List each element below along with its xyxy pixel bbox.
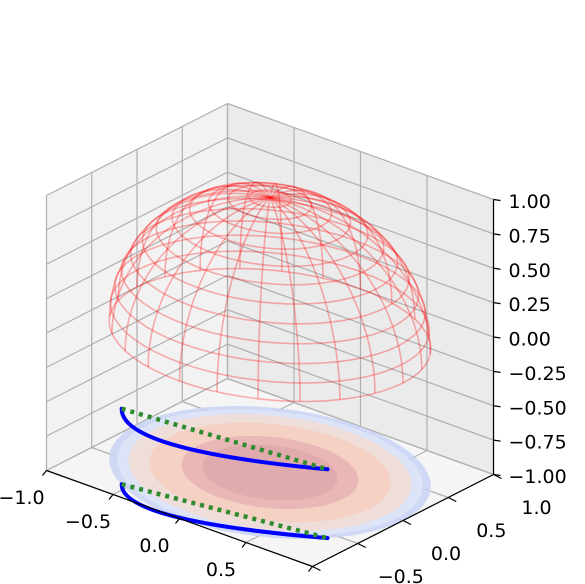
grid-line bbox=[46, 171, 228, 265]
wire-parallel bbox=[109, 250, 431, 384]
y-tick bbox=[312, 565, 321, 572]
wire-meridian bbox=[147, 196, 271, 368]
wire-parallel bbox=[207, 181, 333, 235]
wire-meridian bbox=[111, 196, 271, 334]
wire-meridian bbox=[136, 188, 271, 288]
grid-line bbox=[227, 274, 494, 372]
y-tick-label: −0.5 bbox=[378, 566, 424, 584]
wire-meridian bbox=[269, 192, 393, 304]
wire-meridian bbox=[269, 182, 283, 272]
wire-parallel bbox=[227, 184, 313, 221]
wire-meridian bbox=[117, 192, 271, 301]
wire-meridian bbox=[257, 197, 271, 399]
wire-meridian bbox=[269, 185, 324, 279]
wire-parallel bbox=[155, 189, 385, 286]
wire-meridian bbox=[269, 196, 423, 370]
x-tick-label: 0.5 bbox=[206, 559, 236, 581]
grid-line bbox=[227, 102, 494, 201]
y-tick-label: 0.0 bbox=[431, 543, 461, 565]
wire-meridian bbox=[108, 195, 271, 317]
wire-parallel bbox=[188, 181, 352, 250]
wire-meridian bbox=[239, 181, 271, 269]
wire-parallel bbox=[108, 267, 432, 403]
grid-line bbox=[46, 102, 228, 197]
grid-line bbox=[227, 137, 494, 235]
x-tick-label: −0.5 bbox=[65, 511, 111, 533]
wire-parallel bbox=[141, 197, 399, 305]
wire-parallel bbox=[171, 184, 369, 268]
z-tick bbox=[493, 370, 501, 373]
wire-meridian bbox=[269, 189, 362, 290]
x-tick bbox=[241, 542, 247, 548]
z-tick bbox=[493, 405, 501, 408]
z-tick bbox=[493, 267, 501, 270]
sphere-lines bbox=[119, 406, 330, 472]
grid-line bbox=[46, 206, 228, 300]
blue-arc bbox=[119, 406, 330, 472]
grid-line bbox=[46, 137, 228, 231]
wire-meridian bbox=[269, 196, 432, 354]
y-tick-label: 1.0 bbox=[521, 497, 551, 519]
wire-meridian bbox=[269, 196, 376, 394]
wire-parallel bbox=[120, 220, 420, 345]
x-tick-label: 0.0 bbox=[139, 535, 169, 557]
tick-labels: −1.0−0.50.00.51.0−1.0−0.50.00.51.0−1.00−… bbox=[0, 191, 567, 584]
y-tick bbox=[402, 519, 412, 526]
z-tick-label: 0.25 bbox=[509, 294, 551, 316]
y-tick-label: 0.5 bbox=[476, 520, 506, 542]
wire-meridian bbox=[178, 196, 271, 382]
wire-parallel bbox=[129, 207, 411, 325]
wire-meridian bbox=[269, 196, 341, 400]
wire-meridian bbox=[269, 196, 404, 384]
grid-line bbox=[227, 240, 494, 338]
y-tick bbox=[447, 496, 457, 503]
z-tick bbox=[493, 473, 501, 477]
z-tick-label: 0.75 bbox=[509, 225, 551, 247]
x-tick bbox=[108, 494, 114, 500]
y-tick bbox=[357, 542, 367, 549]
grid-line bbox=[46, 309, 228, 403]
z-tick bbox=[493, 198, 501, 202]
z-tick-label: 1.00 bbox=[509, 191, 551, 213]
z-tick-label: 0.50 bbox=[509, 260, 551, 282]
grid-line bbox=[46, 240, 228, 334]
z-tick bbox=[493, 302, 501, 305]
z-tick bbox=[493, 336, 501, 339]
x-tick bbox=[175, 518, 180, 524]
z-tick-label: −0.25 bbox=[509, 363, 567, 385]
grid-line bbox=[227, 171, 494, 269]
wire-meridian bbox=[199, 182, 271, 271]
x-tick bbox=[42, 470, 47, 476]
wire-parallel bbox=[248, 189, 292, 209]
grid-line bbox=[227, 343, 494, 441]
wire-parallel bbox=[113, 234, 427, 365]
z-tick-label: −0.75 bbox=[509, 432, 567, 454]
hemisphere-wireframe bbox=[108, 181, 432, 403]
z-tick bbox=[493, 439, 501, 442]
wire-meridian bbox=[269, 196, 429, 337]
x-tick-label: −1.0 bbox=[0, 487, 45, 509]
wire-meridian bbox=[269, 197, 301, 402]
wire-meridian bbox=[216, 196, 271, 392]
wire-meridian bbox=[269, 195, 416, 320]
wire-meridian bbox=[164, 184, 271, 277]
z-tick-label: −0.50 bbox=[509, 397, 567, 419]
z-tick-label: 0.00 bbox=[509, 329, 551, 351]
grid-line bbox=[46, 343, 228, 437]
z-tick-label: −1.00 bbox=[509, 466, 567, 488]
grid-line bbox=[46, 274, 228, 368]
x-tick bbox=[308, 566, 313, 572]
grid-line bbox=[227, 309, 494, 407]
wire-meridian bbox=[124, 196, 271, 351]
grid-line bbox=[227, 206, 494, 304]
z-tick bbox=[493, 233, 501, 236]
